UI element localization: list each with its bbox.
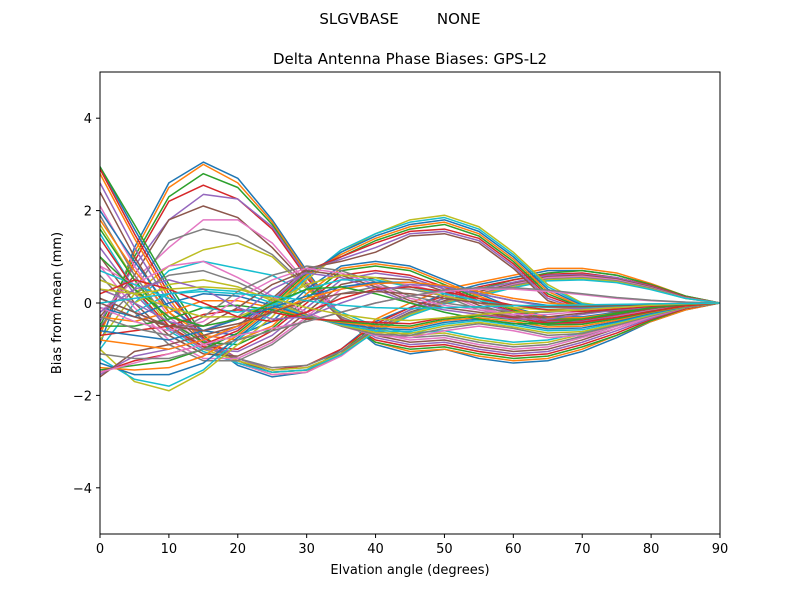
x-tick-label: 0 bbox=[96, 542, 104, 557]
series-line bbox=[100, 260, 720, 339]
x-tick-label: 50 bbox=[436, 542, 453, 557]
x-axis: 0 10 20 30 40 50 60 70 80 90 bbox=[96, 534, 728, 557]
figure-suptitle: SLGVBASE NONE bbox=[319, 10, 480, 28]
x-axis-label: Elvation angle (degrees) bbox=[330, 563, 489, 578]
chart-title: Delta Antenna Phase Biases: GPS-L2 bbox=[273, 50, 547, 68]
x-tick-label: 10 bbox=[161, 542, 178, 557]
series-line bbox=[100, 219, 720, 350]
x-tick-label: 60 bbox=[505, 542, 522, 557]
series-line bbox=[100, 233, 720, 374]
series-line bbox=[100, 256, 720, 327]
series-line bbox=[100, 184, 720, 357]
series-line bbox=[100, 287, 720, 360]
y-tick-label: 0 bbox=[84, 297, 92, 312]
x-tick-label: 30 bbox=[298, 542, 315, 557]
series-line bbox=[100, 279, 720, 323]
y-axis: −4 −2 0 2 4 bbox=[73, 112, 100, 497]
series-line bbox=[100, 302, 720, 337]
x-tick-label: 80 bbox=[643, 542, 660, 557]
series-line bbox=[100, 269, 720, 337]
y-axis-label: Bias from mean (mm) bbox=[50, 232, 65, 374]
series-line bbox=[100, 290, 720, 332]
series-line bbox=[100, 228, 720, 346]
y-tick-label: 4 bbox=[84, 112, 92, 127]
series-line bbox=[100, 299, 720, 329]
plot-area bbox=[99, 71, 721, 535]
series-line bbox=[100, 293, 720, 331]
x-tick-label: 70 bbox=[574, 542, 591, 557]
y-tick-label: −2 bbox=[73, 389, 92, 404]
x-tick-label: 40 bbox=[367, 542, 384, 557]
series-line bbox=[100, 193, 720, 355]
y-tick-label: −4 bbox=[73, 482, 92, 497]
x-tick-label: 90 bbox=[712, 542, 729, 557]
series-line bbox=[100, 286, 720, 322]
series-line bbox=[100, 172, 720, 360]
y-tick-label: 2 bbox=[84, 205, 92, 220]
series-line bbox=[100, 279, 720, 335]
series-line bbox=[100, 232, 720, 378]
series-line bbox=[100, 290, 720, 310]
series-line bbox=[100, 161, 720, 364]
series-layer bbox=[100, 161, 720, 392]
x-tick-label: 20 bbox=[230, 542, 247, 557]
